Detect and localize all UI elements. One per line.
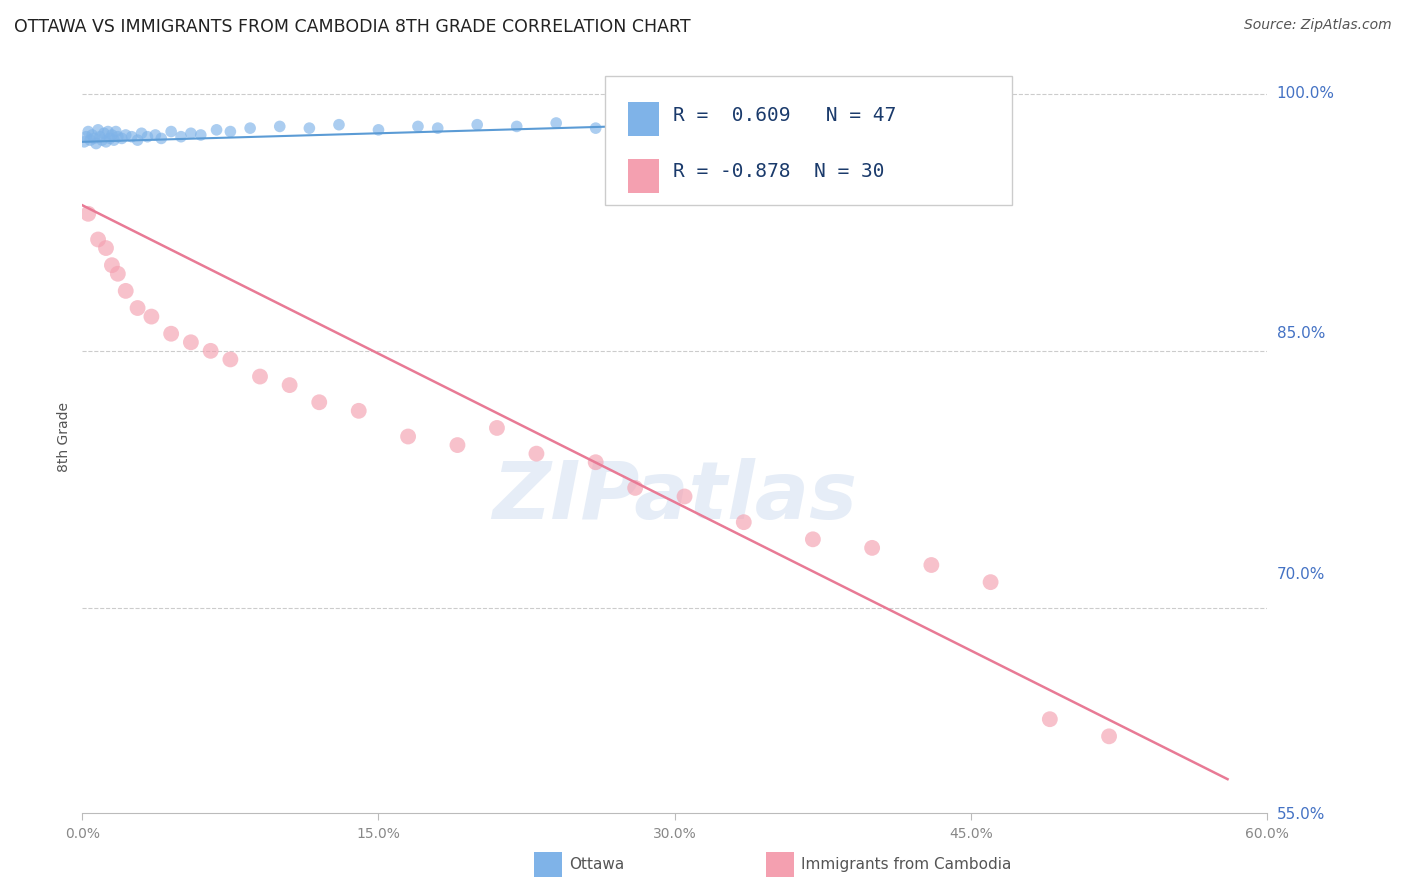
Point <box>97 124 120 138</box>
Text: R =  0.609   N = 47: R = 0.609 N = 47 <box>673 106 897 125</box>
Point <box>111 131 134 145</box>
Point <box>121 129 143 144</box>
Point <box>219 124 242 138</box>
Point <box>406 120 429 134</box>
Point <box>585 455 607 469</box>
Y-axis label: 8th Grade: 8th Grade <box>58 401 72 472</box>
Point <box>131 126 153 140</box>
Point <box>298 121 321 136</box>
Point <box>136 129 159 144</box>
Point <box>239 121 262 136</box>
Point <box>269 120 291 134</box>
Point <box>107 267 129 281</box>
Point <box>180 126 202 140</box>
Point <box>200 343 222 358</box>
Point <box>150 131 173 145</box>
Point <box>585 121 607 136</box>
Point <box>94 241 117 255</box>
Point <box>782 114 804 128</box>
Point <box>93 126 115 140</box>
Point <box>73 135 96 149</box>
Point <box>180 335 202 350</box>
Point <box>673 490 696 504</box>
Point <box>396 429 419 443</box>
Point <box>91 133 114 147</box>
Point <box>77 124 100 138</box>
Point <box>219 352 242 367</box>
Point <box>723 116 745 130</box>
Text: Source: ZipAtlas.com: Source: ZipAtlas.com <box>1244 18 1392 32</box>
Point <box>505 120 527 134</box>
Point <box>160 124 183 138</box>
Point <box>103 133 125 147</box>
Text: R = -0.878  N = 30: R = -0.878 N = 30 <box>673 162 884 181</box>
Point <box>249 369 271 384</box>
Point <box>624 481 647 495</box>
Point <box>733 515 755 529</box>
Point <box>546 116 568 130</box>
Point <box>83 131 105 145</box>
Point <box>107 129 129 144</box>
Point <box>205 123 228 137</box>
Point <box>98 131 121 145</box>
Point <box>101 128 124 142</box>
Point <box>79 133 101 147</box>
Point <box>664 120 686 134</box>
Point <box>920 558 942 572</box>
Point <box>89 129 111 144</box>
Point <box>160 326 183 341</box>
Point <box>87 123 110 137</box>
Point <box>94 135 117 149</box>
Point <box>170 129 193 144</box>
Point <box>980 575 1002 590</box>
Point <box>143 128 166 142</box>
Point <box>104 124 127 138</box>
Point <box>1039 712 1062 726</box>
Point <box>82 128 104 142</box>
Point <box>114 284 136 298</box>
Point <box>446 438 468 452</box>
Point <box>1098 729 1121 743</box>
Point <box>84 136 107 151</box>
Text: ZIPatlas: ZIPatlas <box>492 458 858 536</box>
Point <box>347 404 370 418</box>
Point <box>127 133 149 147</box>
Point <box>426 121 449 136</box>
Point <box>127 301 149 315</box>
Text: Ottawa: Ottawa <box>569 857 624 871</box>
Point <box>860 541 883 555</box>
Point <box>101 258 124 272</box>
Point <box>75 129 97 144</box>
Point <box>77 207 100 221</box>
Point <box>367 123 389 137</box>
Point <box>624 118 647 132</box>
Point <box>801 533 824 547</box>
Point <box>190 128 212 142</box>
Point <box>465 118 488 132</box>
Point <box>308 395 330 409</box>
Point <box>141 310 163 324</box>
Point <box>485 421 508 435</box>
Point <box>526 447 548 461</box>
Point <box>278 378 301 392</box>
Point <box>328 118 350 132</box>
Text: OTTAWA VS IMMIGRANTS FROM CAMBODIA 8TH GRADE CORRELATION CHART: OTTAWA VS IMMIGRANTS FROM CAMBODIA 8TH G… <box>14 18 690 36</box>
Point <box>87 232 110 246</box>
Text: Immigrants from Cambodia: Immigrants from Cambodia <box>801 857 1012 871</box>
Point <box>114 128 136 142</box>
